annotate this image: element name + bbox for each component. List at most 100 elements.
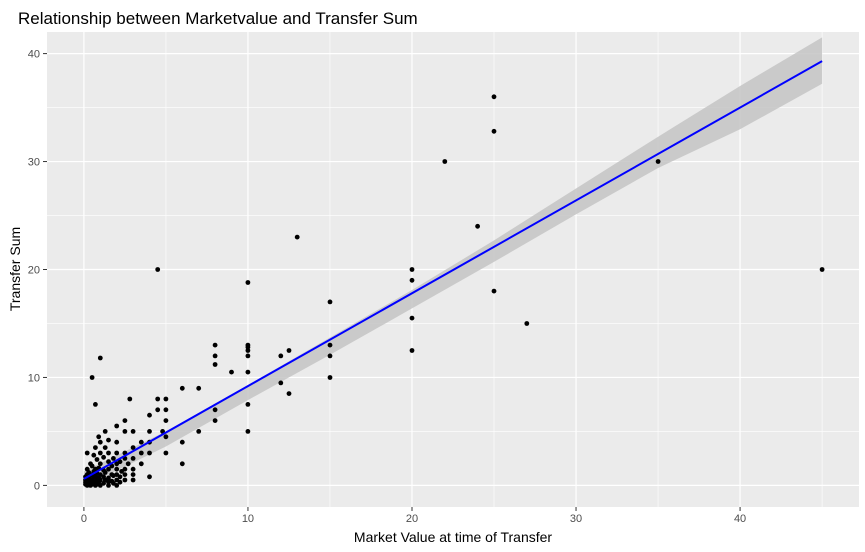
data-point xyxy=(117,479,123,485)
data-point xyxy=(130,477,136,483)
data-point xyxy=(245,348,251,353)
data-point xyxy=(114,439,120,445)
data-point xyxy=(102,429,108,434)
data-point xyxy=(84,450,90,456)
data-point xyxy=(278,380,284,386)
data-point xyxy=(286,391,292,396)
data-point xyxy=(245,429,251,434)
data-point xyxy=(130,466,136,472)
x-tick-label: 0 xyxy=(81,513,87,525)
data-point xyxy=(114,466,120,472)
data-point xyxy=(286,348,292,353)
data-point xyxy=(212,342,218,348)
data-point xyxy=(106,437,111,443)
data-point xyxy=(102,470,108,475)
data-point xyxy=(155,407,161,413)
data-point xyxy=(97,439,103,445)
data-point xyxy=(130,429,136,434)
data-point xyxy=(327,375,333,380)
data-point xyxy=(409,277,415,283)
data-point xyxy=(101,454,106,460)
data-point xyxy=(655,159,661,164)
data-point xyxy=(114,483,120,488)
regression-line xyxy=(83,60,823,480)
data-point xyxy=(327,299,333,305)
data-point xyxy=(245,342,251,348)
data-point xyxy=(155,396,161,402)
data-point xyxy=(122,472,128,477)
data-point xyxy=(138,450,144,456)
y-tick-label: 10 xyxy=(28,372,40,384)
data-point xyxy=(179,385,185,391)
data-point xyxy=(111,456,116,461)
x-axis-title: Market Value at time of Transfer xyxy=(354,529,552,545)
data-point xyxy=(125,461,131,467)
data-point xyxy=(278,353,284,359)
data-point xyxy=(147,429,152,434)
data-point xyxy=(93,445,98,450)
data-point xyxy=(327,342,333,348)
data-point xyxy=(106,466,111,472)
data-point xyxy=(117,459,123,465)
data-point xyxy=(245,402,251,407)
data-point xyxy=(147,412,152,418)
data-point xyxy=(212,362,218,367)
data-point xyxy=(442,159,448,164)
data-point xyxy=(102,445,108,450)
data-point xyxy=(122,477,128,483)
data-point xyxy=(122,418,128,423)
data-point xyxy=(97,355,103,361)
data-point xyxy=(94,457,100,462)
major-gridlines xyxy=(47,32,859,507)
data-point xyxy=(245,369,251,375)
data-point xyxy=(245,353,251,359)
data-point xyxy=(163,396,169,402)
data-point xyxy=(524,321,530,326)
data-point xyxy=(155,267,161,272)
data-point xyxy=(130,472,136,477)
data-point xyxy=(89,375,95,380)
data-point xyxy=(491,128,497,134)
data-point xyxy=(117,474,123,480)
y-tick-label: 0 xyxy=(34,480,40,492)
data-point xyxy=(130,445,136,450)
data-point xyxy=(179,439,185,445)
data-point xyxy=(106,450,111,456)
data-point xyxy=(491,288,497,294)
data-point xyxy=(147,450,152,456)
y-axis-ticks: 0 10 20 30 40 xyxy=(28,49,47,492)
chart-title: Relationship between Marketvalue and Tra… xyxy=(18,9,418,28)
data-point xyxy=(196,429,202,434)
data-point xyxy=(114,423,120,429)
data-point xyxy=(97,477,103,483)
data-point xyxy=(93,402,98,407)
data-point xyxy=(409,348,415,353)
fit-line-group xyxy=(83,60,823,480)
data-point xyxy=(89,463,95,469)
data-point xyxy=(97,450,103,456)
data-point xyxy=(163,450,169,456)
data-point xyxy=(130,456,136,461)
data-point xyxy=(147,474,152,480)
data-point xyxy=(179,461,185,467)
data-point xyxy=(819,267,825,272)
data-point xyxy=(212,418,218,423)
x-tick-label: 30 xyxy=(570,513,582,525)
data-points xyxy=(83,94,825,488)
x-tick-label: 40 xyxy=(734,513,746,525)
x-axis-ticks: 0 10 20 30 40 xyxy=(81,507,746,525)
data-point xyxy=(114,450,120,456)
data-point xyxy=(138,461,144,467)
data-point xyxy=(106,459,111,465)
x-tick-label: 10 xyxy=(242,513,254,525)
data-point xyxy=(163,418,169,423)
y-axis-title: Transfer Sum xyxy=(7,227,23,311)
data-point xyxy=(409,315,415,321)
data-point xyxy=(327,353,333,359)
data-point xyxy=(229,369,234,375)
data-point xyxy=(96,434,102,440)
data-point xyxy=(97,461,103,467)
y-tick-label: 20 xyxy=(28,265,40,277)
x-tick-label: 20 xyxy=(406,513,418,525)
